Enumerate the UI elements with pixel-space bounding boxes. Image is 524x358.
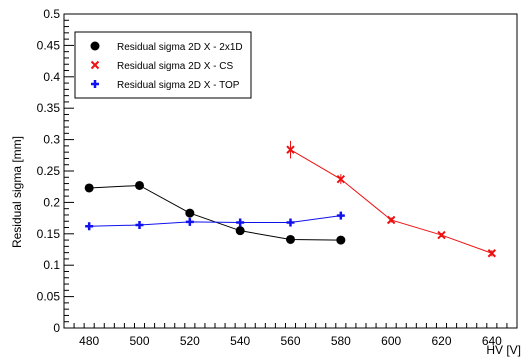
data-point: [85, 222, 94, 231]
series-line: [89, 215, 341, 227]
data-point: [336, 235, 346, 245]
x-tick-label: 560: [280, 334, 300, 348]
y-tick-label: 0.25: [37, 164, 61, 178]
y-tick-label: 0.2: [43, 195, 60, 209]
x-tick-label: 620: [431, 334, 451, 348]
x-tick-label: 540: [230, 334, 250, 348]
x-tick-label: 580: [331, 334, 351, 348]
y-tick-label: 0.45: [37, 38, 61, 52]
data-point: [286, 234, 295, 244]
x-tick-label: 600: [381, 334, 401, 348]
marker-stroke: [90, 60, 100, 70]
legend-marker-3: [91, 80, 99, 88]
y-tick-label: 0.3: [43, 133, 60, 147]
series-2: [286, 140, 497, 258]
series-3: [85, 211, 345, 231]
data-point: [84, 183, 94, 193]
marker-stroke: [437, 230, 446, 240]
y-tick-label: 0.4: [43, 70, 60, 84]
x-tick-label: 640: [482, 334, 502, 348]
marker-stroke: [386, 215, 396, 225]
y-axis: 0 0.05 0.1 0.15 0.2 0.25 0.3 0.35 0.4 0.45 0.5: [37, 7, 74, 335]
data-point: [286, 145, 295, 154]
x-axis: 480 500 520 540 560 580 600 620 640: [63, 323, 518, 348]
legend-label-2: Residual sigma 2D X - CS: [117, 61, 233, 72]
data-point: [386, 215, 396, 225]
y-tick-label: 0.05: [37, 290, 61, 304]
legend-marker-1: [90, 41, 100, 51]
marker-stroke: [336, 174, 346, 184]
data-point: [336, 174, 346, 184]
data-point: [185, 208, 195, 218]
data-point: [135, 221, 144, 230]
y-tick-label: 0.1: [43, 258, 60, 272]
series-layer: [84, 140, 497, 258]
legend-label-3: Residual sigma 2D X - TOP: [117, 80, 240, 91]
y-axis-title: Residual sigma [mm]: [10, 136, 24, 248]
x-tick-label: 480: [79, 334, 99, 348]
legend-box: [74, 31, 252, 99]
y-tick-label: 0.35: [37, 101, 61, 115]
x-tick-label: 500: [129, 334, 149, 348]
legend-label-1: Residual sigma 2D X - 2x1D: [117, 42, 243, 53]
series-1: [84, 180, 346, 245]
data-point: [185, 217, 194, 226]
data-point: [235, 226, 245, 236]
y-tick-label: 0.5: [43, 7, 60, 21]
legend-marker-2: [90, 60, 100, 70]
data-point: [437, 230, 446, 240]
x-axis-title: HV [V]: [486, 343, 521, 357]
data-point: [487, 249, 497, 258]
marker-stroke: [487, 249, 497, 258]
data-point: [236, 218, 245, 227]
marker-stroke: [286, 145, 295, 154]
legend: Residual sigma 2D X - 2x1D Residual sigma…: [74, 31, 252, 99]
y-tick-label: 0: [53, 321, 60, 335]
y-tick-label: 0.15: [37, 227, 61, 241]
series-line: [89, 184, 341, 241]
series-line: [290, 149, 493, 254]
data-point: [286, 218, 295, 227]
data-point: [135, 180, 144, 190]
x-tick-label: 520: [180, 334, 200, 348]
data-point: [336, 211, 345, 220]
